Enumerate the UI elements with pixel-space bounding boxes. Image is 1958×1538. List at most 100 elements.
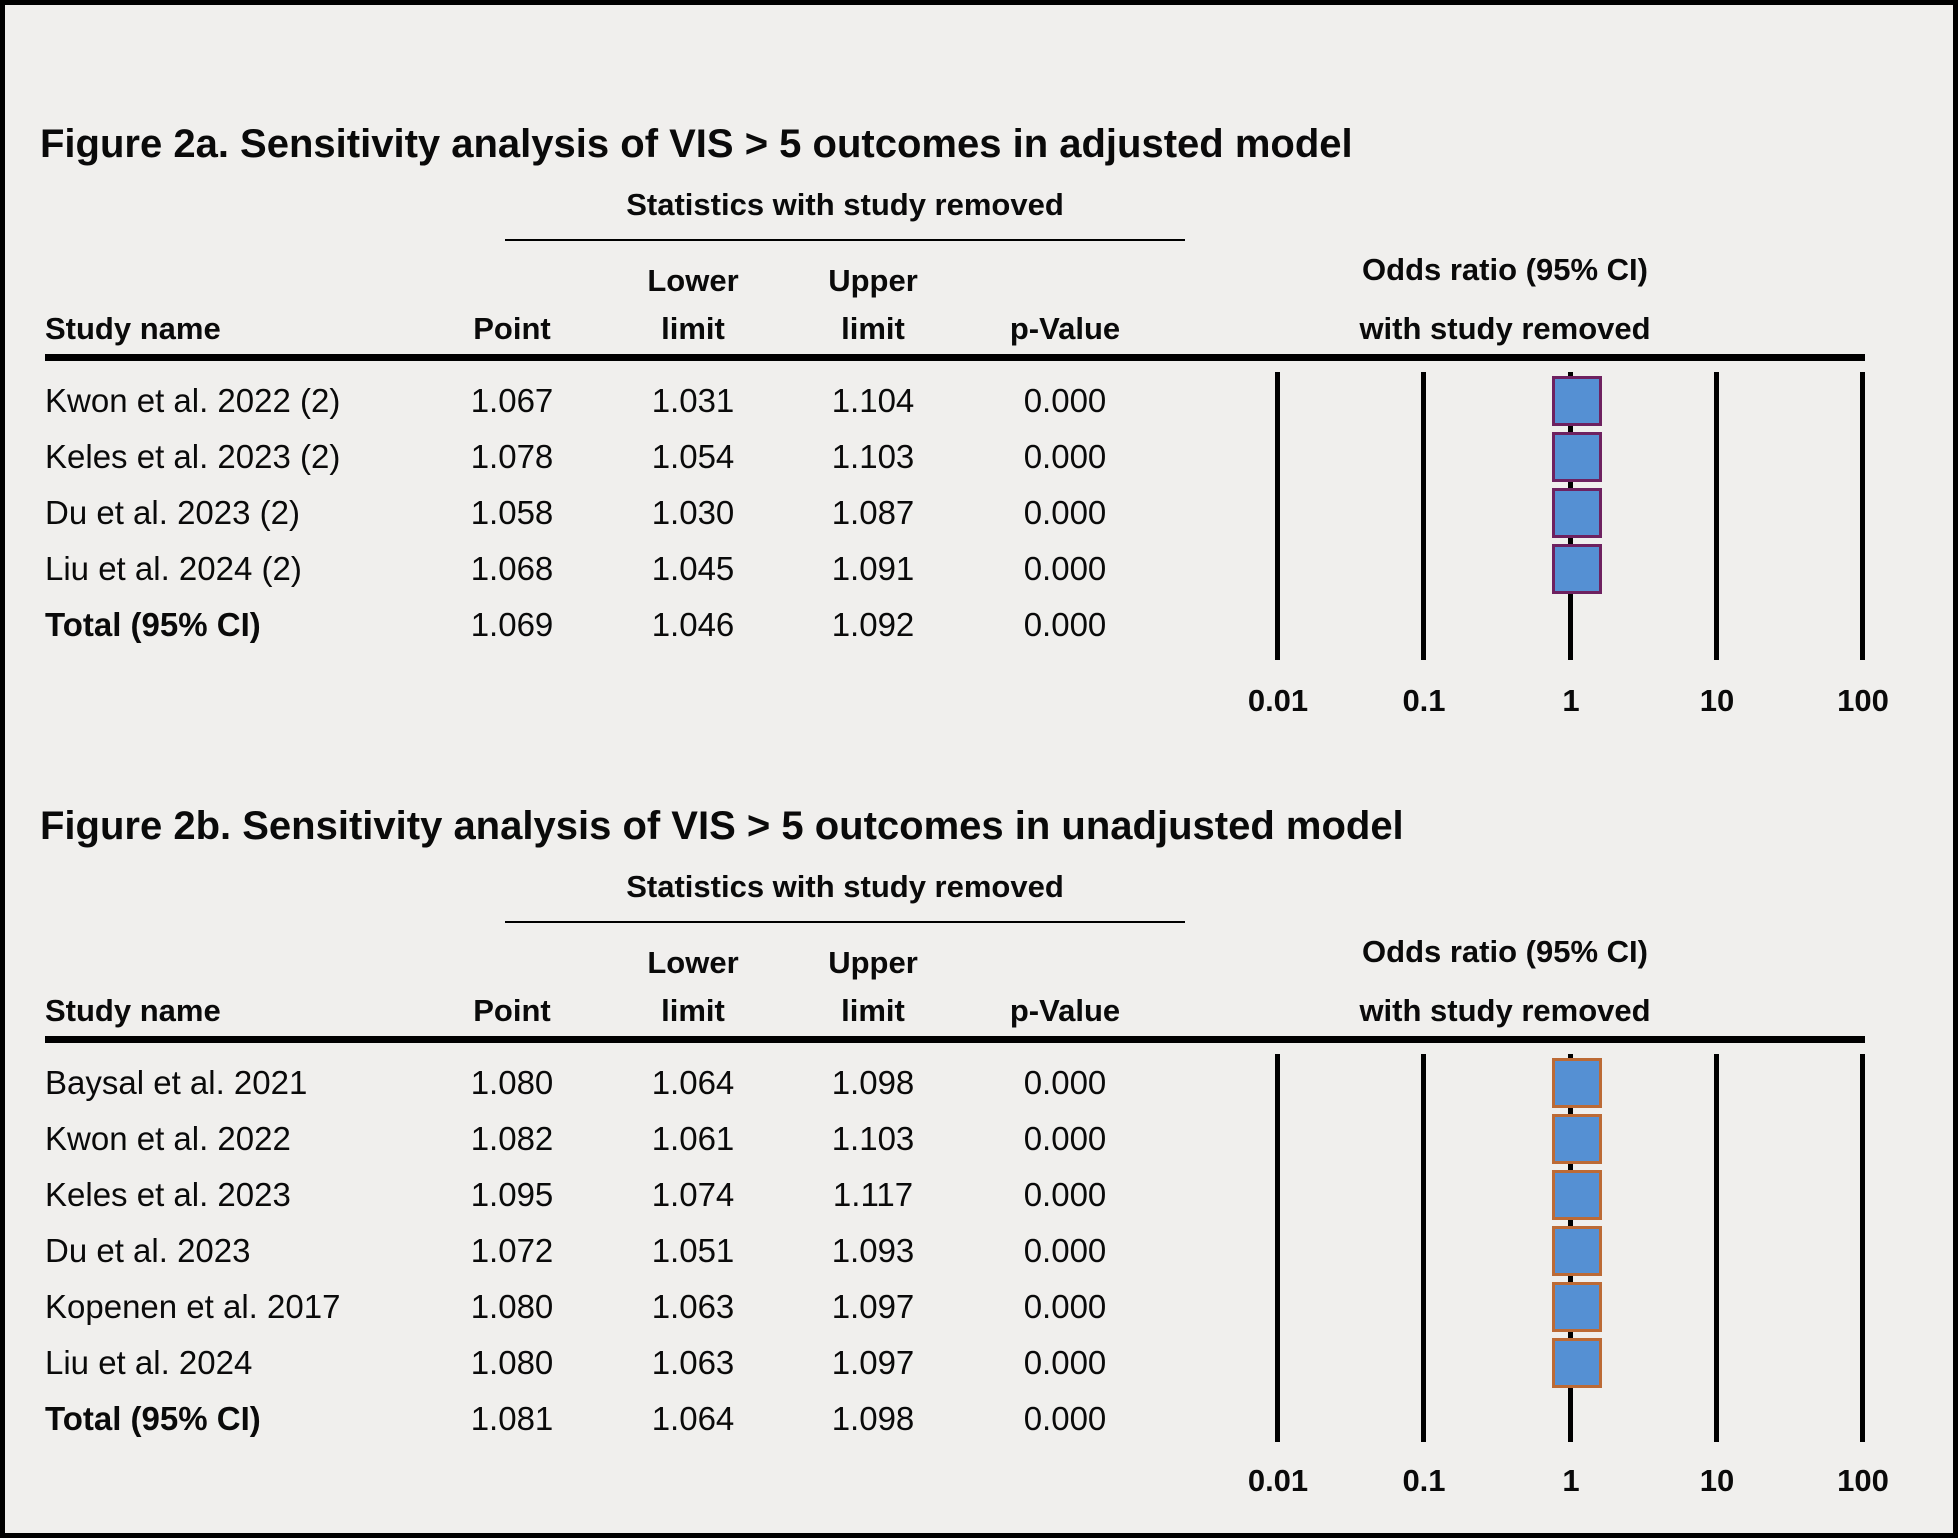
upper-limit-cell: 1.097: [831, 1288, 915, 1325]
upper-limit-cell: 1.091: [831, 550, 915, 587]
study-name-cell: Keles et al. 2023: [45, 1176, 291, 1213]
study-name-cell: Du et al. 2023: [45, 1232, 251, 1269]
point-estimate-cell: 1.069: [470, 606, 554, 643]
p-value-cell: 0.000: [1023, 1120, 1107, 1157]
study-name-cell: Liu et al. 2024 (2): [45, 550, 302, 587]
axis-tick-label: 10: [1699, 683, 1735, 718]
or-marker: [1552, 1170, 1602, 1220]
column-header-p-value: p-Value: [1009, 311, 1121, 346]
point-estimate-cell: 1.080: [470, 1344, 554, 1381]
study-name-cell: Total (95% CI): [45, 1400, 261, 1437]
column-header-lower-limit: limit: [661, 311, 725, 346]
upper-limit-cell: 1.098: [831, 1400, 915, 1437]
axis-tick-label: 1: [1562, 1463, 1580, 1498]
table-row: Liu et al. 2024 1.080 1.063 1.097 0.000: [5, 1335, 1953, 1391]
point-estimate-cell: 1.081: [470, 1400, 554, 1437]
table-row: Kwon et al. 2022 (2) 1.067 1.031 1.104 0…: [5, 373, 1953, 429]
point-estimate-cell: 1.068: [470, 550, 554, 587]
column-header-study-name: Study name: [45, 311, 221, 346]
lower-limit-cell: 1.063: [651, 1344, 735, 1381]
axis-tick-label: 10: [1699, 1463, 1735, 1498]
point-estimate-cell: 1.080: [470, 1064, 554, 1101]
column-header-upper-limit: limit: [841, 311, 905, 346]
lower-limit-cell: 1.064: [651, 1400, 735, 1437]
p-value-cell: 0.000: [1023, 550, 1107, 587]
figure-2a: Figure 2a. Sensitivity analysis of VIS >…: [5, 95, 1953, 755]
p-value-cell: 0.000: [1023, 606, 1107, 643]
upper-limit-cell: 1.103: [831, 1120, 915, 1157]
lower-limit-cell: 1.045: [651, 550, 735, 587]
gridline-0-01: [1275, 1054, 1280, 1442]
figure-2b: Figure 2b. Sensitivity analysis of VIS >…: [5, 777, 1953, 1533]
or-marker: [1552, 1114, 1602, 1164]
table-header-rule: [45, 354, 1865, 361]
or-marker: [1552, 1058, 1602, 1108]
column-header-upper: Upper: [828, 945, 918, 980]
point-estimate-cell: 1.095: [470, 1176, 554, 1213]
or-marker: [1552, 544, 1602, 594]
gridline-0-1: [1421, 1054, 1426, 1442]
p-value-cell: 0.000: [1023, 1400, 1107, 1437]
point-estimate-cell: 1.072: [470, 1232, 554, 1269]
point-estimate-cell: 1.078: [470, 438, 554, 475]
column-header-lower-limit: limit: [661, 993, 725, 1028]
lower-limit-cell: 1.046: [651, 606, 735, 643]
axis-tick-label: 0.01: [1247, 1463, 1309, 1498]
or-marker: [1552, 1338, 1602, 1388]
gridline-10: [1714, 1054, 1719, 1442]
p-value-cell: 0.000: [1023, 1344, 1107, 1381]
lower-limit-cell: 1.054: [651, 438, 735, 475]
odds-ratio-header-line2: with study removed: [1359, 993, 1651, 1028]
table-row: Total (95% CI) 1.069 1.046 1.092 0.000: [5, 597, 1953, 653]
axis-tick-label: 1: [1562, 683, 1580, 718]
lower-limit-cell: 1.051: [651, 1232, 735, 1269]
column-header-point: Point: [473, 993, 551, 1028]
column-header-upper-limit: limit: [841, 993, 905, 1028]
table-row: Du et al. 2023 (2) 1.058 1.030 1.087 0.0…: [5, 485, 1953, 541]
stats-with-study-removed-header: Statistics with study removed: [626, 187, 1064, 222]
p-value-cell: 0.000: [1023, 438, 1107, 475]
gridline-100: [1860, 1054, 1865, 1442]
lower-limit-cell: 1.074: [651, 1176, 735, 1213]
table-row: Kopenen et al. 2017 1.080 1.063 1.097 0.…: [5, 1279, 1953, 1335]
upper-limit-cell: 1.087: [831, 494, 915, 531]
study-name-cell: Kwon et al. 2022: [45, 1120, 291, 1157]
odds-ratio-header-line1: Odds ratio (95% CI): [1362, 934, 1648, 969]
table-row: Du et al. 2023 1.072 1.051 1.093 0.000: [5, 1223, 1953, 1279]
point-estimate-cell: 1.058: [470, 494, 554, 531]
p-value-cell: 0.000: [1023, 1176, 1107, 1213]
figure-2a-title: Figure 2a. Sensitivity analysis of VIS >…: [40, 121, 1353, 166]
study-rows: Baysal et al. 2021 1.080 1.064 1.098 0.0…: [5, 1055, 1953, 1447]
stats-with-study-removed-header: Statistics with study removed: [626, 869, 1064, 904]
upper-limit-cell: 1.097: [831, 1344, 915, 1381]
odds-ratio-header-line2: with study removed: [1359, 311, 1651, 346]
gridline-100: [1860, 372, 1865, 660]
lower-limit-cell: 1.031: [651, 382, 735, 419]
or-marker: [1552, 1282, 1602, 1332]
upper-limit-cell: 1.104: [831, 382, 915, 419]
upper-limit-cell: 1.093: [831, 1232, 915, 1269]
or-marker: [1552, 1226, 1602, 1276]
axis-tick-label: 0.1: [1402, 683, 1446, 718]
p-value-cell: 0.000: [1023, 382, 1107, 419]
axis-tick-label: 0.01: [1247, 683, 1309, 718]
column-header-lower: Lower: [647, 945, 739, 980]
gridline-10: [1714, 372, 1719, 660]
point-estimate-cell: 1.067: [470, 382, 554, 419]
upper-limit-cell: 1.092: [831, 606, 915, 643]
study-name-cell: Baysal et al. 2021: [45, 1064, 308, 1101]
column-header-point: Point: [473, 311, 551, 346]
study-name-cell: Kopenen et al. 2017: [45, 1288, 341, 1325]
upper-limit-cell: 1.117: [832, 1176, 914, 1213]
axis-tick-label: 100: [1837, 1463, 1889, 1498]
lower-limit-cell: 1.030: [651, 494, 735, 531]
point-estimate-cell: 1.080: [470, 1288, 554, 1325]
p-value-cell: 0.000: [1023, 494, 1107, 531]
p-value-cell: 0.000: [1023, 1288, 1107, 1325]
study-name-cell: Total (95% CI): [45, 606, 261, 643]
stats-header-underline: [505, 921, 1185, 923]
study-name-cell: Kwon et al. 2022 (2): [45, 382, 341, 419]
table-row: Liu et al. 2024 (2) 1.068 1.045 1.091 0.…: [5, 541, 1953, 597]
column-header-lower: Lower: [647, 263, 739, 298]
table-row: Kwon et al. 2022 1.082 1.061 1.103 0.000: [5, 1111, 1953, 1167]
